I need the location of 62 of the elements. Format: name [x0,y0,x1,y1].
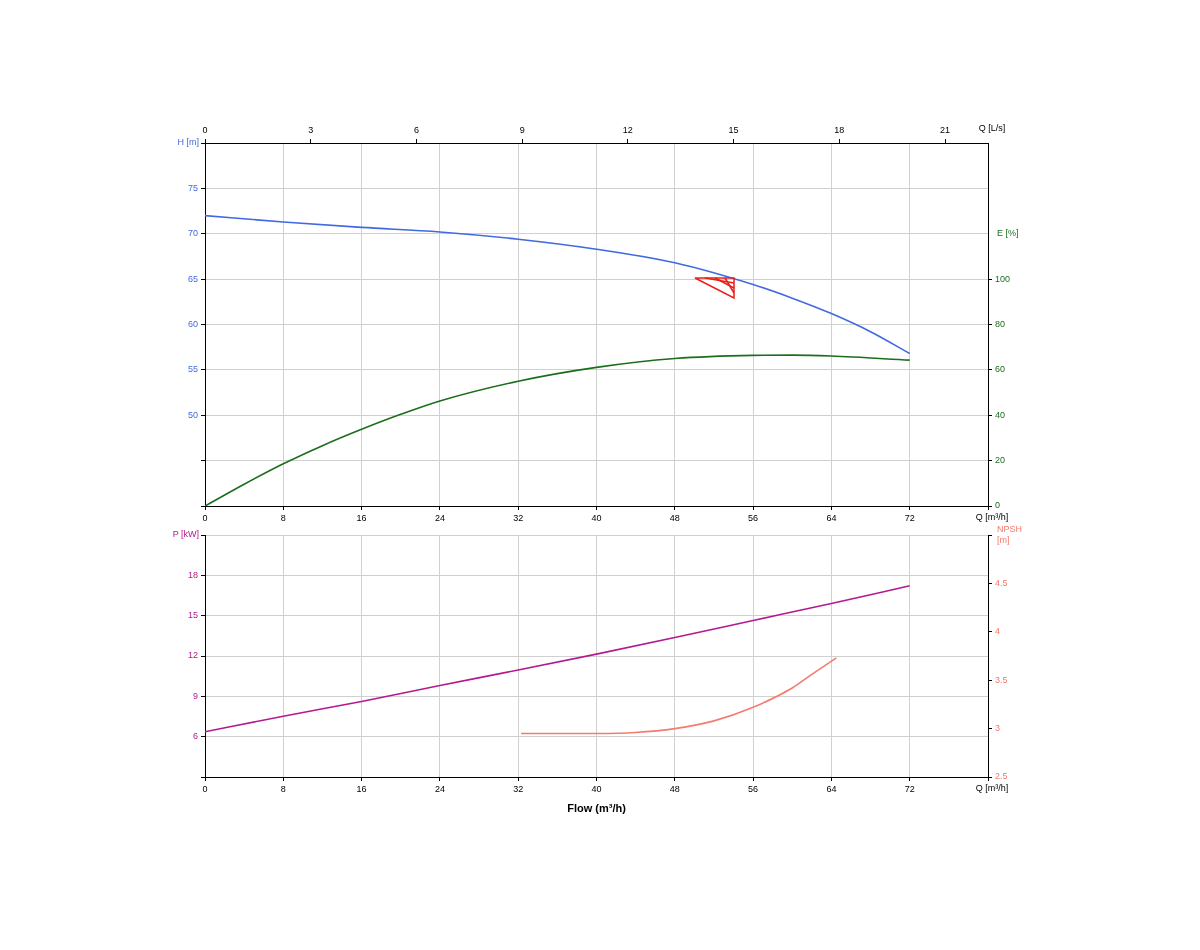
x2-tick-label: 6 [413,125,419,136]
y2-tick-label: 4.5 [995,577,1008,588]
y-axis-title: P [kW] [172,529,199,540]
x2-tick-label: 0 [202,125,208,136]
x-tick-label: 8 [280,512,286,523]
y2-tick-label: 3 [995,723,1001,734]
x-tick-label: 56 [748,512,759,523]
x2-tick-label: 12 [622,125,633,136]
x2-axis-title: Q [L/s] [978,123,1006,134]
x-tick-label: 48 [669,783,680,794]
x2-tick-label: 21 [940,125,951,136]
y-tick-label: 60 [187,318,198,329]
x-axis-title: Q [m³/h] [975,512,1009,523]
x-tick-label: 40 [591,512,602,523]
y2-tick-label: 3.5 [995,674,1008,685]
y2-tick-label: 20 [995,455,1006,466]
y-tick-label: 9 [192,690,198,701]
line-series [205,354,911,506]
x-tick-label: 64 [826,783,837,794]
y2-tick-label: 4 [995,626,1001,637]
x-tick-label: 72 [904,512,915,523]
y2-tick-label: 0 [995,500,1001,511]
y-tick-label: 15 [187,610,198,621]
x-tick-label: 56 [748,783,759,794]
x-tick-label: 24 [434,512,445,523]
y-axis-title: H [m] [177,137,199,148]
y-tick-label: 18 [187,569,198,580]
x-tick-label: 64 [826,512,837,523]
line-series [520,657,838,735]
y-tick-label: 55 [187,364,198,375]
x-tick-label: 8 [280,783,286,794]
y-tick-label: 65 [187,273,198,284]
text: Flow (m³/h) [567,802,627,815]
x-tick-label: 72 [904,783,915,794]
y-tick-label: 12 [187,650,198,661]
x-tick-label: 16 [356,512,367,523]
x2-tick-label: 15 [728,125,739,136]
y-tick-label: 70 [187,228,198,239]
y2-tick-label: 60 [995,364,1006,375]
x-tick-label: 0 [202,512,208,523]
x-tick-label: 40 [591,783,602,794]
line-series [205,214,911,355]
y-tick-label: 75 [187,182,198,193]
x2-tick-label: 3 [308,125,314,136]
line-series [205,585,911,733]
y-tick-label: 6 [192,731,198,742]
x2-tick-label: 18 [834,125,845,136]
x2-tick-label: 9 [519,125,525,136]
y2-axis-title: E [%] [997,228,1019,239]
x-axis-title: Q [m³/h] [975,783,1009,794]
y-tick-label: 50 [187,409,198,420]
y2-tick-label: 40 [995,409,1006,420]
x-tick-label: 32 [513,783,524,794]
x-tick-label: 24 [434,783,445,794]
y2-tick-label: 80 [995,318,1006,329]
y2-tick-label: 2.5 [995,771,1008,782]
x-tick-label: 0 [202,783,208,794]
y2-axis-title: NPSH [m] [997,523,1023,545]
x-tick-label: 16 [356,783,367,794]
x-tick-label: 48 [669,512,680,523]
x-tick-label: 32 [513,512,524,523]
y2-tick-label: 100 [995,273,1011,284]
